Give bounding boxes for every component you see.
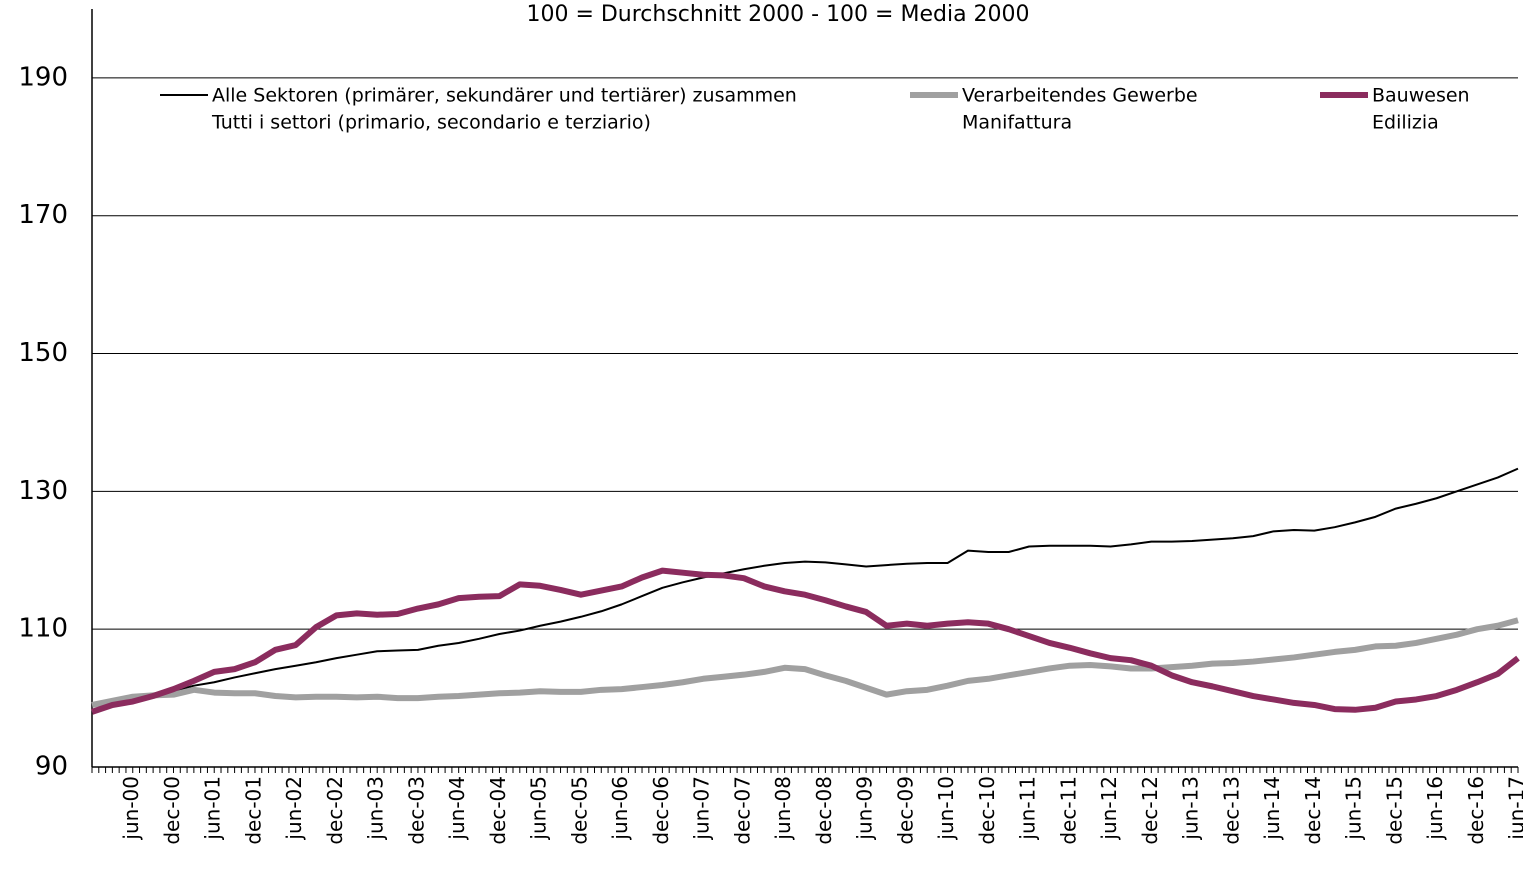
x-tick-label: dec-14 (1301, 776, 1325, 845)
x-tick-label: jun-02 (282, 776, 306, 841)
x-tick-label: jun-11 (1016, 776, 1040, 841)
legend-label: Edilizia (1372, 112, 1439, 134)
y-tick-label: 110 (18, 614, 68, 644)
x-tick-label: dec-00 (160, 776, 184, 845)
x-tick-label: jun-04 (445, 776, 469, 841)
x-tick-label: dec-09 (893, 776, 917, 845)
x-tick-label: jun-07 (690, 776, 714, 841)
legend-label: Verarbeitendes Gewerbe (962, 85, 1198, 107)
x-tick-label: dec-10 (975, 776, 999, 845)
x-tick-label: jun-17 (1505, 776, 1523, 841)
legend-label: Bauwesen (1372, 85, 1470, 107)
x-tick-label: jun-05 (527, 776, 551, 841)
x-tick-label: jun-03 (364, 776, 388, 841)
x-tick-label: dec-15 (1382, 776, 1406, 845)
x-tick-label: dec-03 (404, 776, 428, 845)
x-tick-label: jun-01 (201, 776, 225, 841)
x-tick-label: jun-09 (853, 776, 877, 841)
y-tick-label: 90 (35, 752, 68, 782)
x-tick-label: jun-16 (1423, 776, 1447, 841)
legend-label: Manifattura (962, 112, 1072, 134)
x-tick-label: dec-02 (323, 776, 347, 845)
y-tick-label: 150 (18, 338, 68, 368)
legend-label: Tutti i settori (primario, secondario e … (211, 112, 651, 134)
x-tick-label: jun-12 (1097, 776, 1121, 841)
y-tick-label: 190 (18, 62, 68, 92)
x-tick-label: dec-04 (486, 776, 510, 845)
x-tick-label: jun-14 (1260, 776, 1284, 841)
x-tick-label: jun-15 (1342, 776, 1366, 841)
x-tick-label: dec-06 (649, 776, 673, 845)
x-tick-label: dec-16 (1464, 776, 1488, 845)
series-line (91, 467, 1519, 713)
series-line (91, 617, 1519, 708)
chart-title: 100 = Durchschnitt 2000 - 100 = Media 20… (526, 2, 1029, 27)
x-tick-label: dec-13 (1219, 776, 1243, 845)
y-tick-label: 170 (18, 200, 68, 230)
x-tick-label: dec-12 (1138, 776, 1162, 845)
x-tick-label: dec-01 (241, 776, 265, 845)
x-tick-label: dec-05 (567, 776, 591, 845)
y-tick-label: 130 (18, 476, 68, 506)
legend-label: Alle Sektoren (primärer, sekundärer und … (212, 85, 797, 107)
x-tick-label: jun-06 (608, 776, 632, 841)
x-tick-label: dec-07 (730, 776, 754, 845)
x-tick-label: jun-00 (119, 776, 143, 841)
x-tick-label: jun-10 (934, 776, 958, 841)
series-line (91, 567, 1520, 715)
x-tick-label: jun-08 (771, 776, 795, 841)
x-tick-label: jun-13 (1179, 776, 1203, 841)
x-tick-label: dec-11 (1056, 776, 1080, 845)
x-tick-label: dec-08 (812, 776, 836, 845)
